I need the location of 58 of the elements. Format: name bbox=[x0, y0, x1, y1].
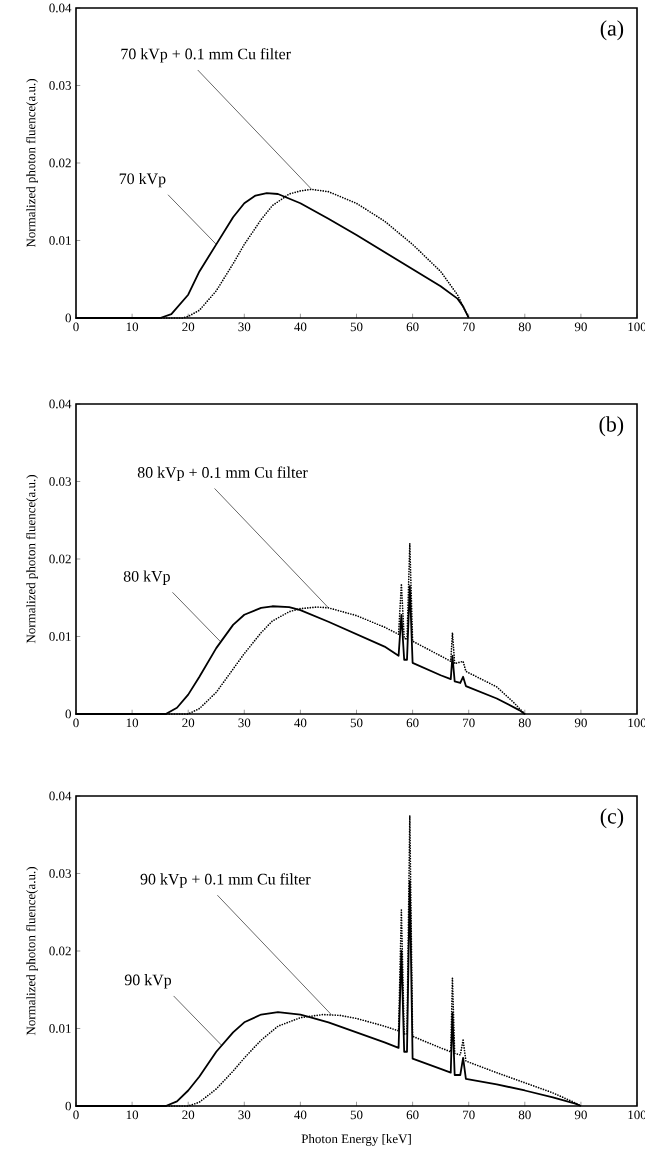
annotation: (a) bbox=[600, 20, 624, 41]
annotation: 90 kVp bbox=[124, 974, 172, 989]
y-tick-label: 0.02 bbox=[49, 554, 71, 564]
x-tick-label: 50 bbox=[350, 322, 363, 332]
x-tick-label: 40 bbox=[294, 1110, 307, 1120]
y-axis-title: Normalized photon fluence(a.u.) bbox=[26, 867, 38, 1036]
x-tick-label: 40 bbox=[294, 322, 307, 332]
annotation: 70 kVp bbox=[119, 172, 166, 188]
x-tick-label: 40 bbox=[294, 718, 307, 728]
y-axis-title: Normalized photon fluence(a.u.) bbox=[26, 79, 38, 248]
x-tick-label: 10 bbox=[126, 718, 139, 728]
x-tick-label: 80 bbox=[518, 322, 531, 332]
y-tick-label: 0.01 bbox=[49, 236, 71, 245]
x-tick-label: 70 bbox=[463, 718, 475, 728]
y-tick-label: 0 bbox=[65, 1101, 71, 1111]
annotation: (c) bbox=[600, 808, 624, 829]
x-tick-label: 0 bbox=[73, 322, 79, 332]
x-tick-label: 20 bbox=[182, 322, 195, 332]
x-tick-label: 60 bbox=[406, 1110, 419, 1120]
x-tick-label: 60 bbox=[406, 718, 419, 728]
y-tick-label: 0 bbox=[65, 313, 71, 323]
x-tick-label: 30 bbox=[238, 322, 251, 332]
annotation: 90 kVp + 0.1 mm Cu filter bbox=[140, 873, 311, 888]
annotation: (b) bbox=[599, 416, 624, 437]
x-tick-label: 50 bbox=[350, 718, 363, 728]
x-tick-label: 20 bbox=[182, 718, 195, 728]
x-tick-label: 50 bbox=[350, 1110, 363, 1120]
x-tick-label: 90 bbox=[574, 322, 587, 332]
x-tick-label: 10 bbox=[126, 322, 139, 332]
x-tick-label: 30 bbox=[238, 718, 251, 728]
annotation: 80 kVp + 0.1 mm Cu filter bbox=[137, 466, 308, 482]
x-tick-label: 20 bbox=[182, 1110, 195, 1120]
annotation: 80 kVp bbox=[123, 570, 170, 585]
x-tick-label: 60 bbox=[406, 322, 419, 332]
annotation: 70 kVp + 0.1 mm Cu filter bbox=[121, 47, 291, 63]
y-tick-label: 0.02 bbox=[49, 158, 71, 168]
y-tick-label: 0.04 bbox=[49, 3, 72, 13]
x-tick-label: 70 bbox=[463, 1110, 475, 1120]
x-tick-label: 0 bbox=[73, 718, 79, 728]
x-tick-label: 70 bbox=[463, 322, 475, 332]
y-tick-label: 0.02 bbox=[49, 946, 71, 956]
y-tick-label: 0.01 bbox=[49, 1024, 71, 1033]
y-tick-label: 0.03 bbox=[49, 477, 71, 486]
x-tick-label: 80 bbox=[518, 1110, 531, 1120]
x-tick-label: 10 bbox=[126, 1110, 139, 1120]
x-tick-label: 80 bbox=[518, 718, 531, 728]
y-tick-label: 0.03 bbox=[49, 869, 71, 878]
y-tick-label: 0 bbox=[65, 709, 71, 719]
x-tick-label: 30 bbox=[238, 1110, 251, 1120]
x-tick-label: 90 bbox=[574, 1110, 587, 1120]
y-tick-label: 0.03 bbox=[49, 81, 71, 90]
x-axis-title: Photon Energy [keV] bbox=[301, 1134, 411, 1146]
y-tick-label: 0.01 bbox=[49, 632, 71, 641]
x-tick-label: 0 bbox=[73, 1110, 79, 1120]
y-axis-title: Normalized photon fluence(a.u.) bbox=[26, 475, 38, 644]
y-tick-label: 0.04 bbox=[49, 791, 72, 801]
x-tick-label: 90 bbox=[574, 718, 587, 728]
y-tick-label: 0.04 bbox=[49, 399, 72, 409]
